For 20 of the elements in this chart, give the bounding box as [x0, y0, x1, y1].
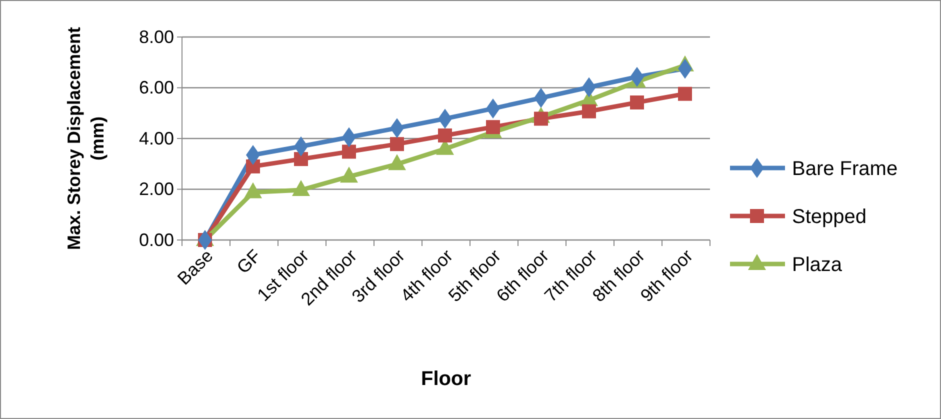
y-tick-label: 4.00	[138, 128, 174, 148]
point	[678, 86, 692, 101]
point	[390, 137, 404, 152]
point	[486, 120, 500, 134]
point	[582, 104, 596, 118]
legend-label: Stepped	[792, 206, 867, 228]
legend-label: Bare Frame	[792, 158, 898, 180]
y-tick-label: 8.00	[138, 26, 174, 47]
y-tick-label: 2.00	[138, 179, 174, 200]
y-tick-label: 0.00	[138, 230, 174, 250]
point	[630, 95, 644, 110]
x-axis-title: Floor	[421, 368, 472, 390]
y-axis-title: Max. Storey Displacement (mm)	[64, 26, 108, 250]
y-tick-label: 6.00	[138, 78, 174, 98]
point	[198, 230, 212, 250]
x-tick-label: GF	[232, 246, 265, 278]
point	[438, 128, 452, 142]
point	[294, 152, 308, 166]
point	[342, 144, 356, 159]
legend-label: Plaza	[792, 254, 843, 276]
